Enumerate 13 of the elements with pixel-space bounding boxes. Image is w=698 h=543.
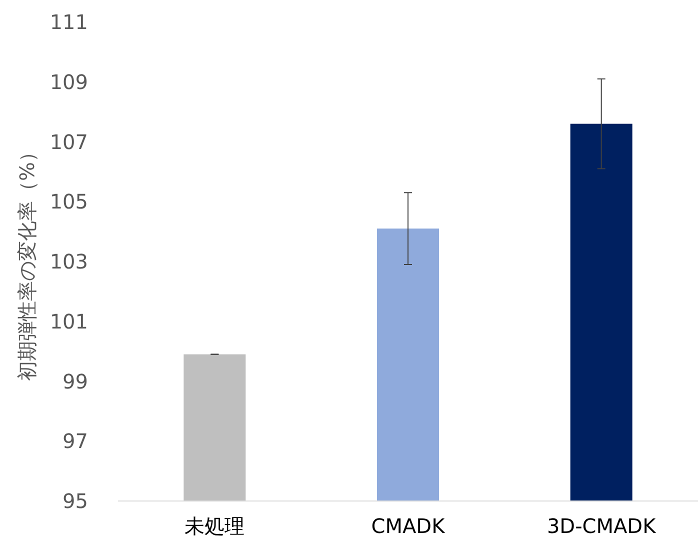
y-tick-label: 103	[50, 250, 88, 274]
y-tick-label: 111	[50, 10, 88, 34]
y-axis-title: 初期弾性率の変化率（%）	[15, 142, 39, 382]
y-tick-label: 109	[50, 70, 88, 94]
x-tick-label: 未処理	[184, 514, 245, 538]
y-tick-label: 99	[62, 369, 88, 394]
y-tick-label: 105	[50, 190, 88, 214]
x-tick-label: CMADK	[371, 514, 446, 538]
y-tick-label: 107	[50, 130, 88, 154]
x-tick-label: 3D-CMADK	[546, 514, 657, 538]
y-tick-label: 95	[62, 489, 88, 513]
y-tick-label: 97	[62, 429, 88, 454]
y-tick-label: 101	[50, 309, 88, 334]
